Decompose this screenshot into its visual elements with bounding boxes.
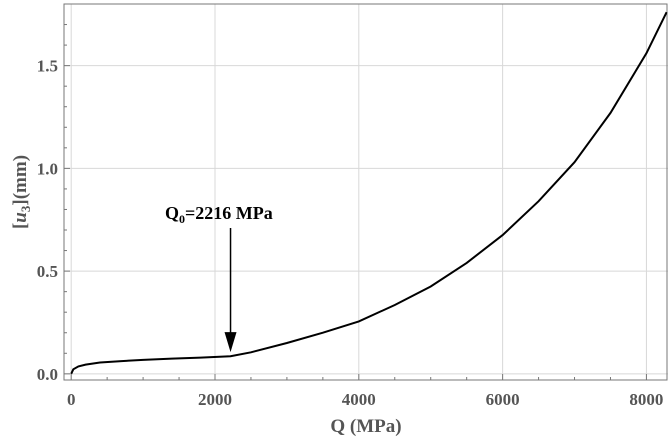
y-tick-label: 1.5 xyxy=(37,57,58,76)
x-tick-label: 6000 xyxy=(486,390,520,409)
series-line xyxy=(70,11,668,375)
x-tick-label: 0 xyxy=(67,390,76,409)
tick-marks xyxy=(64,24,647,380)
y-axis-title: [u3](mm) xyxy=(10,155,33,229)
x-tick-label: 4000 xyxy=(342,390,376,409)
annotation: Q0=2216 MPa xyxy=(165,203,273,353)
grid-lines xyxy=(64,4,668,380)
y-tick-label: 0.0 xyxy=(37,365,58,384)
x-tick-labels: 0 2000 4000 6000 8000 xyxy=(67,390,663,409)
plot-frame xyxy=(63,3,668,381)
y-tick-label: 0.5 xyxy=(37,262,58,281)
y-tick-label: 1.0 xyxy=(37,159,58,178)
x-tick-label: 2000 xyxy=(198,390,232,409)
annotation-label: Q0=2216 MPa xyxy=(165,203,273,226)
annotation-arrow-head xyxy=(224,332,237,353)
x-tick-label: 8000 xyxy=(629,390,663,409)
x-axis-title: Q (MPa) xyxy=(330,416,401,437)
y-tick-labels: 0.0 0.5 1.0 1.5 xyxy=(37,57,58,384)
